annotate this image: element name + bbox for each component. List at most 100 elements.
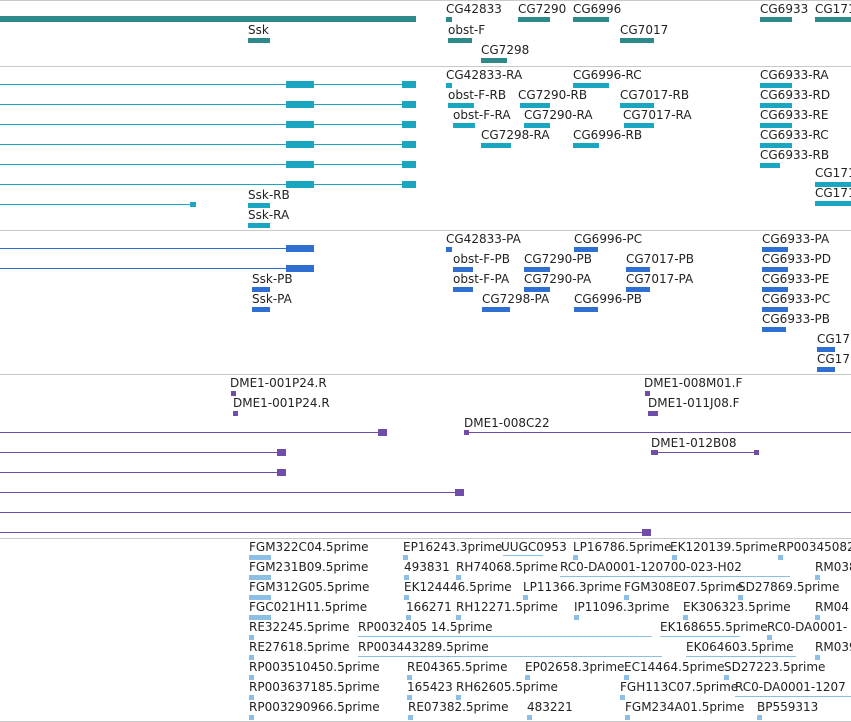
transcript-label-cg6933-rc[interactable]: CG6933-RC: [760, 128, 829, 142]
gene-label-obst-f[interactable]: obst-F: [448, 23, 486, 37]
est-glyph[interactable]: [403, 555, 408, 560]
transcript-glyph[interactable]: [481, 143, 511, 148]
transcript-glyph[interactable]: [760, 163, 780, 168]
protein-glyph[interactable]: [817, 347, 835, 352]
clone-label[interactable]: DME1-011J08.F: [648, 396, 740, 410]
est-label[interactable]: FGM312G05.5prime: [249, 580, 370, 594]
est-label[interactable]: RE32245.5prime: [249, 620, 350, 634]
est-glyph[interactable]: [660, 636, 740, 637]
gene-label-cg6996[interactable]: CG6996: [573, 2, 622, 16]
clone-glyph[interactable]: [648, 411, 658, 416]
est-label[interactable]: FGM308E07.5prime: [624, 580, 743, 594]
est-label[interactable]: SD27869.5prime: [738, 580, 840, 594]
est-glyph[interactable]: [249, 635, 254, 640]
protein-glyph[interactable]: [524, 287, 550, 292]
clone-line[interactable]: [651, 452, 759, 453]
est-label[interactable]: FGM234A01.5prime: [625, 700, 745, 714]
clone-line[interactable]: [464, 432, 851, 433]
est-label[interactable]: EP02658.3prime: [525, 660, 625, 674]
clone-glyph[interactable]: [231, 391, 236, 396]
transcript-glyph[interactable]: [248, 223, 270, 228]
protein-glyph[interactable]: [762, 247, 788, 252]
est-label[interactable]: IP11096.3prime: [574, 600, 670, 614]
transcript-label-cg6933-ra[interactable]: CG6933-RA: [760, 68, 829, 82]
est-glyph[interactable]: [815, 615, 820, 620]
protein-glyph[interactable]: [524, 267, 550, 272]
transcript-glyph[interactable]: [446, 83, 452, 88]
protein-label-cg6996-pc[interactable]: CG6996-PC: [574, 232, 643, 246]
transcript-label-ssk-ra[interactable]: Ssk-RA: [248, 208, 290, 222]
est-label[interactable]: RH62605.5prime: [456, 680, 558, 694]
est-label[interactable]: LP16786.5prime: [573, 540, 672, 554]
gene-glyph-cg7290[interactable]: [518, 17, 550, 22]
est-glyph[interactable]: [573, 555, 578, 560]
est-label[interactable]: RC0-DA0001-: [767, 620, 848, 634]
est-glyph[interactable]: [407, 675, 412, 680]
transcript-line[interactable]: [0, 164, 416, 165]
est-label[interactable]: RP003637185.5prime: [249, 680, 380, 694]
est-label[interactable]: SD27223.5prime: [724, 660, 826, 674]
transcript-line[interactable]: [0, 84, 416, 85]
clone-label[interactable]: DME1-008C22: [464, 416, 550, 430]
est-glyph[interactable]: [406, 615, 411, 620]
est-glyph[interactable]: [525, 675, 530, 680]
clone-line[interactable]: [0, 512, 851, 513]
est-glyph[interactable]: [815, 575, 820, 580]
gene-label-cg6933[interactable]: CG6933: [760, 2, 809, 16]
est-glyph[interactable]: [767, 635, 772, 640]
clone-label[interactable]: DME1-001P24.R: [233, 396, 330, 410]
transcript-glyph[interactable]: [524, 123, 550, 128]
transcript-line[interactable]: [0, 204, 194, 205]
protein-label-cg6996-pb[interactable]: CG6996-PB: [574, 292, 643, 306]
est-glyph[interactable]: [624, 595, 629, 600]
protein-glyph[interactable]: [626, 267, 650, 272]
transcript-glyph[interactable]: [248, 203, 270, 208]
transcript-label-cg42833-ra[interactable]: CG42833-RA: [446, 68, 523, 82]
transcript-line[interactable]: [0, 184, 416, 185]
est-glyph[interactable]: [724, 675, 729, 680]
est-label[interactable]: RM04: [815, 600, 849, 614]
est-glyph[interactable]: [249, 575, 271, 580]
transcript-glyph[interactable]: [815, 182, 851, 187]
transcript-label-cg6996-rb[interactable]: CG6996-RB: [573, 128, 643, 142]
gene-label-cg7298[interactable]: CG7298: [481, 43, 530, 57]
protein-label-cg6933-pd[interactable]: CG6933-PD: [762, 252, 832, 266]
transcript-label-cg7298-ra[interactable]: CG7298-RA: [481, 128, 550, 142]
est-label[interactable]: FGC021H11.5prime: [249, 600, 368, 614]
protein-glyph[interactable]: [252, 287, 270, 292]
est-glyph[interactable]: [408, 715, 413, 720]
est-glyph[interactable]: [527, 715, 532, 720]
est-glyph[interactable]: [456, 615, 461, 620]
est-glyph[interactable]: [686, 656, 796, 657]
est-glyph[interactable]: [249, 695, 254, 700]
est-label[interactable]: FGH113C07.5prime: [620, 680, 739, 694]
est-label[interactable]: FGM322C04.5prime: [249, 540, 369, 554]
est-glyph[interactable]: [523, 595, 528, 600]
gene-label-cg42833[interactable]: CG42833: [446, 2, 502, 16]
gene-label-cg7290[interactable]: CG7290: [518, 2, 567, 16]
est-glyph[interactable]: [249, 675, 254, 680]
gene-glyph-cg6996[interactable]: [573, 17, 609, 22]
est-glyph[interactable]: [778, 555, 783, 560]
est-label[interactable]: EK306323.5prime: [683, 600, 791, 614]
clone-line[interactable]: [0, 532, 650, 533]
est-glyph[interactable]: [738, 595, 743, 600]
transcript-line[interactable]: [0, 144, 416, 145]
est-glyph[interactable]: [249, 595, 271, 600]
est-label[interactable]: RH74068.5prime: [456, 560, 558, 574]
transcript-glyph[interactable]: [448, 103, 474, 108]
protein-label-ssk-pb[interactable]: Ssk-PB: [252, 272, 293, 286]
transcript-glyph[interactable]: [760, 103, 792, 108]
est-label[interactable]: LP11366.3prime: [523, 580, 622, 594]
transcript-label-obst-f-ra[interactable]: obst-F-RA: [453, 108, 511, 122]
est-label[interactable]: RE27618.5prime: [249, 640, 350, 654]
gene-glyph-cg6933[interactable]: [760, 17, 792, 22]
est-glyph[interactable]: [815, 655, 820, 660]
est-glyph[interactable]: [404, 575, 409, 580]
protein-label-ssk-pa[interactable]: Ssk-PA: [252, 292, 292, 306]
est-glyph[interactable]: [358, 656, 662, 657]
transcript-line[interactable]: [0, 104, 416, 105]
transcript-glyph[interactable]: [520, 103, 550, 108]
transcript-glyph[interactable]: [620, 103, 654, 108]
gene-glyph-cg42833[interactable]: [446, 17, 452, 22]
